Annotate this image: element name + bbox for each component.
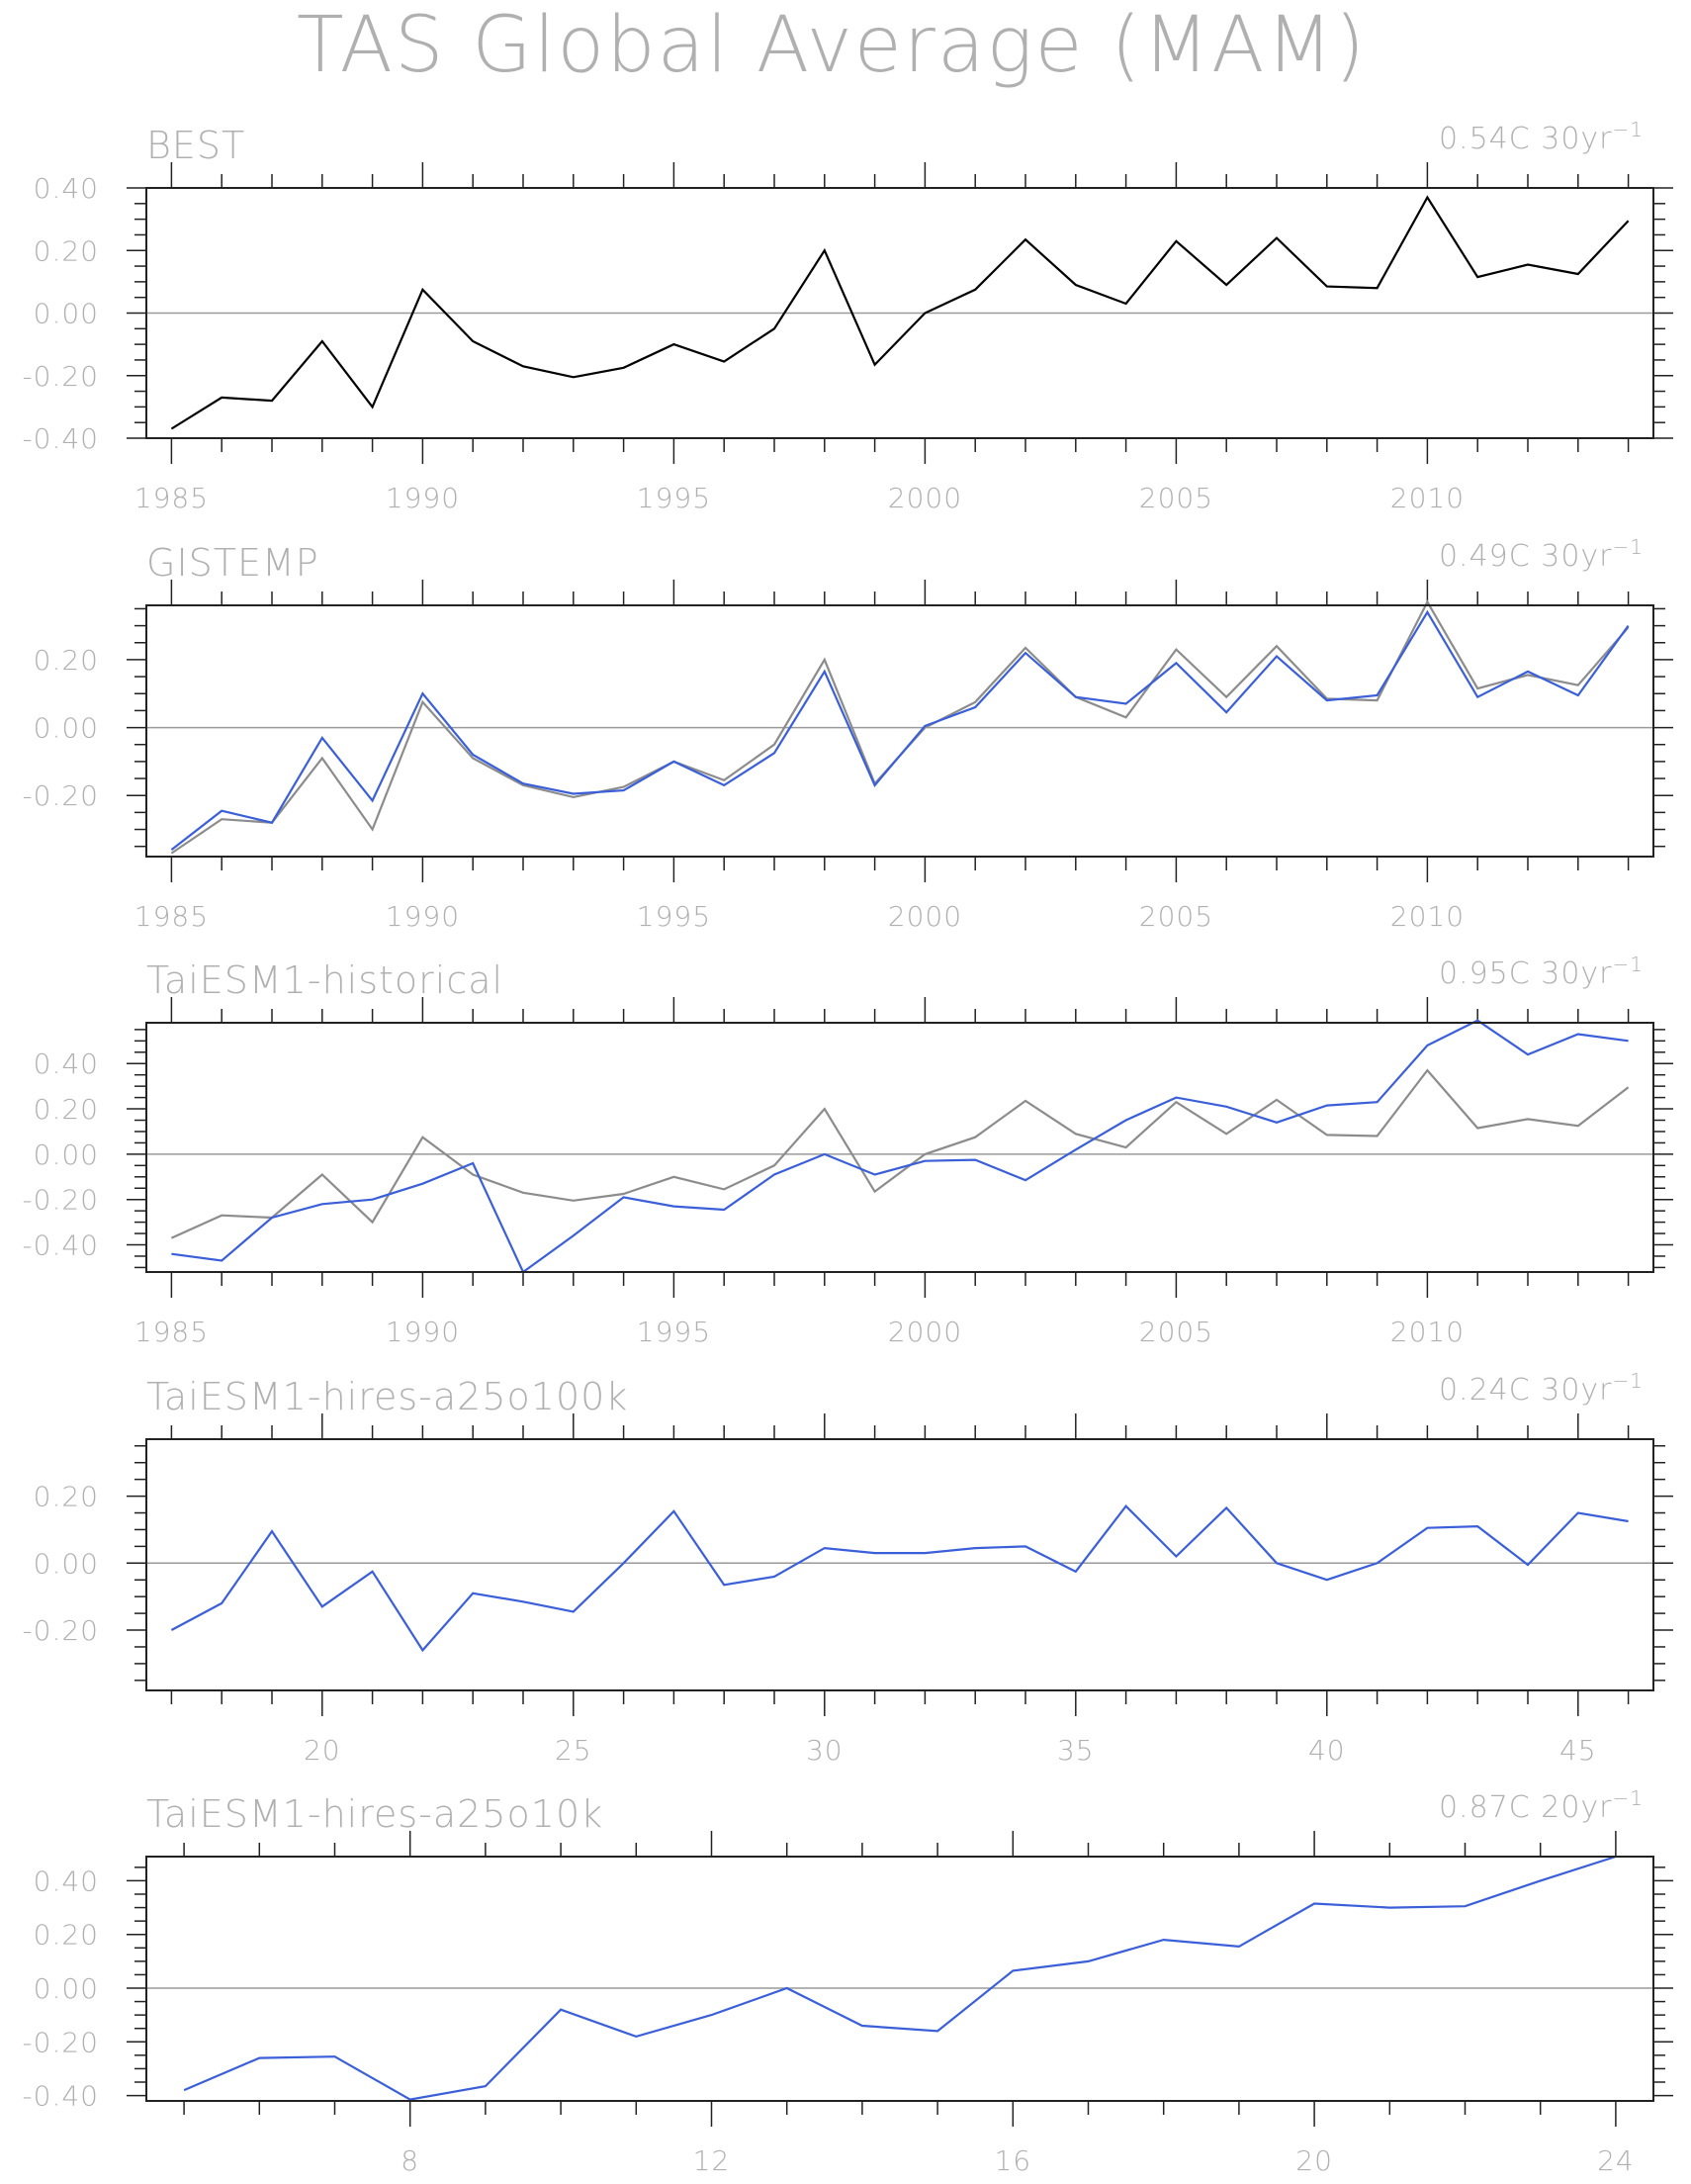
y-tick-label: -0.40	[23, 1229, 99, 1262]
y-tick-label: -0.20	[23, 2026, 99, 2058]
trend-label: 0.95C 30yr−1	[1439, 953, 1644, 991]
series-line-reference	[170, 195, 1630, 430]
x-tick-label: 1995	[637, 900, 711, 933]
x-tick-label: 1985	[134, 1316, 209, 1348]
trend-value: 0.87C 20yr	[1439, 1790, 1613, 1825]
series-line-reference_overlay	[170, 1068, 1630, 1239]
series-line-model	[183, 1855, 1617, 2101]
x-tick-label: 2010	[1390, 482, 1465, 514]
x-tick-label: 1985	[134, 900, 209, 933]
trend-value: 0.95C 30yr	[1439, 956, 1613, 991]
y-tick-label: 0.40	[34, 172, 99, 205]
trend-exponent: −1	[1613, 1786, 1644, 1810]
y-tick-label: 0.40	[34, 1047, 99, 1080]
x-tick-label: 2000	[888, 482, 962, 514]
x-tick-label: 20	[304, 1734, 341, 1767]
y-tick-label: 0.40	[34, 1865, 99, 1897]
x-tick-label: 2010	[1390, 1316, 1465, 1348]
x-tick-label: 1995	[637, 1316, 711, 1348]
y-tick-label: 0.20	[34, 1481, 99, 1513]
x-tick-label: 40	[1308, 1734, 1346, 1767]
trend-value: 0.49C 30yr	[1439, 539, 1613, 574]
plot-frame	[145, 604, 1654, 858]
panel-4: TaiESM1-hires-a25o100k 0.24C 30yr−1 -0.20 0…	[23, 1369, 1673, 1767]
x-tick-label: 16	[994, 2144, 1031, 2177]
y-tick-label: -0.20	[23, 360, 99, 393]
plot-frame	[145, 1438, 1654, 1691]
x-tick-label: 1990	[386, 900, 460, 933]
panel-title: TaiESM1-hires-a25o100k	[146, 1375, 628, 1418]
panel-title: GISTEMP	[146, 541, 319, 585]
plot-frame	[145, 187, 1654, 439]
trend-value: 0.24C 30yr	[1439, 1373, 1613, 1408]
y-tick-label: 0.00	[34, 1972, 99, 2005]
x-tick-label: 20	[1295, 2144, 1333, 2177]
y-tick-label: -0.20	[23, 1184, 99, 1217]
trend-exponent: −1	[1613, 118, 1644, 141]
series-line-model	[170, 1504, 1629, 1653]
x-tick-label: 2000	[888, 1316, 962, 1348]
panel-5: TaiESM1-hires-a25o10k 0.87C 20yr−1 -0.40 -0…	[23, 1786, 1673, 2177]
x-tick-label: 1985	[134, 482, 209, 514]
panel-title: BEST	[146, 124, 245, 167]
trend-label: 0.24C 30yr−1	[1439, 1369, 1644, 1408]
trend-label: 0.87C 20yr−1	[1439, 1786, 1644, 1825]
trend-exponent: −1	[1613, 953, 1644, 976]
y-tick-label: -0.40	[23, 422, 99, 455]
trend-label: 0.49C 30yr−1	[1439, 535, 1644, 574]
y-tick-label: 0.20	[34, 1919, 99, 1952]
trend-exponent: −1	[1613, 535, 1644, 559]
y-tick-label: -0.20	[23, 779, 99, 812]
panel-title: TaiESM1-hires-a25o10k	[146, 1792, 603, 1836]
y-tick-label: 0.00	[34, 298, 99, 330]
series-line-model	[170, 609, 1630, 851]
panel-2: GISTEMP 0.49C 30yr−1 -0.20 0.00 0.20 1985 1990…	[23, 535, 1673, 933]
panel-title: TaiESM1-historical	[146, 958, 503, 1002]
plot-frame	[145, 1856, 1654, 2102]
x-tick-label: 24	[1597, 2144, 1635, 2177]
y-tick-label: 0.00	[34, 712, 99, 745]
x-tick-label: 12	[693, 2144, 731, 2177]
x-tick-label: 35	[1057, 1734, 1095, 1767]
y-tick-label: 0.20	[34, 644, 99, 677]
x-tick-label: 8	[400, 2144, 419, 2177]
trend-exponent: −1	[1613, 1369, 1644, 1393]
panel-3: TaiESM1-historical 0.95C 30yr−1 -0.40 -0.20…	[23, 953, 1673, 1348]
series-line-model	[171, 1019, 1629, 1274]
x-tick-label: 2005	[1139, 1316, 1213, 1348]
trend-value: 0.54C 30yr	[1439, 122, 1613, 156]
y-tick-label: -0.20	[23, 1614, 99, 1647]
y-tick-label: 0.00	[34, 1138, 99, 1171]
x-tick-label: 2005	[1139, 900, 1213, 933]
x-tick-label: 25	[555, 1734, 592, 1767]
x-tick-label: 30	[806, 1734, 844, 1767]
x-tick-label: 45	[1559, 1734, 1597, 1767]
x-tick-label: 1995	[637, 482, 711, 514]
x-tick-label: 2005	[1139, 482, 1213, 514]
x-tick-label: 1990	[386, 1316, 460, 1348]
y-tick-label: 0.20	[34, 1093, 99, 1126]
figure-title: TAS Global Average (MAM)	[297, 1, 1367, 90]
trend-label: 0.54C 30yr−1	[1439, 118, 1644, 156]
y-tick-label: 0.20	[34, 234, 99, 267]
y-tick-label: -0.40	[23, 2080, 99, 2113]
x-tick-label: 2010	[1390, 900, 1465, 933]
y-tick-label: 0.00	[34, 1547, 99, 1580]
panel-1: BEST 0.54C 30yr−1 -0.40 -0.20 0.00 0.20 0.40 19…	[23, 118, 1673, 514]
x-tick-label: 2000	[888, 900, 962, 933]
x-tick-label: 1990	[386, 482, 460, 514]
plot-frame	[145, 1022, 1654, 1273]
